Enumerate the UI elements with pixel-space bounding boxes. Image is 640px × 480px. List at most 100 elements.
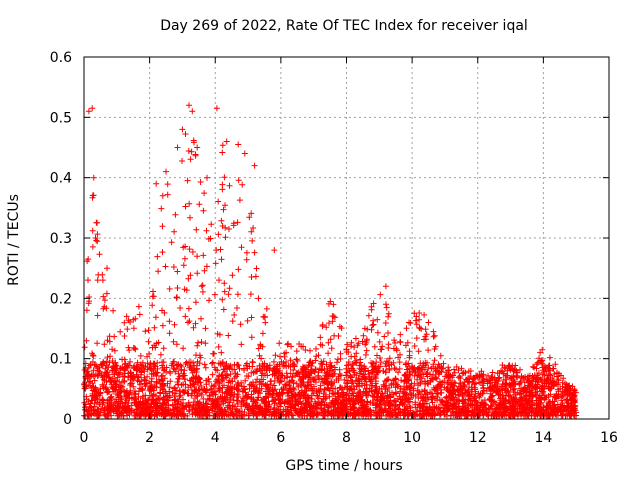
data-point (329, 397, 336, 404)
data-point (385, 345, 392, 351)
data-point (241, 397, 248, 404)
data-point (87, 382, 94, 389)
data-point (547, 367, 554, 374)
data-point (211, 382, 218, 389)
data-point (152, 403, 159, 410)
data-point (199, 288, 206, 295)
data-point (369, 392, 376, 399)
data-point (215, 231, 222, 238)
data-point (94, 312, 101, 319)
data-point (187, 156, 194, 163)
data-point (202, 325, 209, 332)
data-point (497, 395, 504, 402)
data-point (107, 353, 114, 360)
data-point (406, 371, 413, 378)
data-point (400, 408, 407, 415)
data-point (475, 412, 482, 419)
data-point (130, 325, 137, 332)
data-point (437, 352, 444, 359)
data-point (396, 365, 403, 372)
data-point (234, 291, 241, 298)
data-point (258, 367, 265, 374)
data-point (307, 410, 314, 417)
data-point (495, 402, 502, 409)
data-point (347, 374, 354, 381)
data-point (435, 390, 441, 397)
data-point (410, 368, 416, 374)
data-point (167, 370, 174, 377)
data-point (328, 363, 335, 370)
data-point (293, 348, 300, 355)
data-point (151, 362, 158, 369)
data-point (203, 227, 210, 234)
data-point (359, 366, 365, 372)
data-point (397, 331, 404, 338)
data-point (195, 386, 202, 393)
data-point (406, 354, 413, 361)
data-point (87, 373, 94, 380)
data-point (424, 410, 431, 417)
data-point (149, 302, 156, 309)
data-point (423, 389, 430, 396)
data-point (305, 362, 312, 369)
data-point (185, 408, 192, 415)
data-point (216, 277, 222, 284)
data-point (327, 298, 334, 305)
data-points (81, 102, 580, 419)
data-point (180, 345, 187, 352)
data-point (81, 367, 88, 373)
y-tick-label: 0.1 (50, 352, 72, 368)
data-point (242, 402, 249, 409)
data-point (155, 339, 162, 346)
data-point (163, 364, 170, 371)
data-point (414, 372, 421, 379)
data-point (246, 363, 253, 370)
data-point (192, 387, 199, 394)
data-point (416, 374, 423, 381)
data-point (379, 343, 386, 350)
data-point (120, 387, 127, 394)
data-point (412, 393, 419, 399)
data-point (455, 374, 462, 381)
data-point (395, 405, 401, 412)
data-point (248, 381, 255, 388)
data-point (569, 402, 576, 409)
data-point (248, 394, 255, 401)
data-point (263, 408, 270, 415)
data-point (353, 357, 360, 364)
data-point (489, 369, 496, 376)
data-point (170, 264, 177, 270)
data-point (462, 396, 469, 403)
data-point (319, 321, 326, 328)
data-point (383, 358, 390, 365)
data-point (410, 410, 416, 417)
data-point (96, 368, 103, 375)
data-point (390, 345, 397, 352)
data-point (171, 396, 178, 403)
data-point (271, 382, 278, 389)
data-point (476, 379, 483, 386)
data-point (327, 359, 334, 366)
data-point (277, 400, 283, 407)
data-point (231, 403, 238, 410)
data-point (94, 238, 101, 245)
data-point (510, 387, 517, 393)
data-point (169, 402, 176, 409)
data-point (243, 362, 249, 369)
data-point (198, 315, 204, 322)
data-point (420, 371, 427, 378)
data-point (229, 366, 236, 373)
data-point (457, 389, 464, 396)
data-point (264, 386, 271, 393)
data-point (473, 372, 479, 379)
data-point (94, 231, 101, 238)
data-point (196, 386, 203, 393)
data-point (186, 102, 192, 109)
data-point (313, 345, 319, 352)
data-point (496, 401, 503, 408)
data-point (145, 338, 152, 345)
data-point (194, 342, 201, 349)
data-point (372, 396, 378, 403)
data-point (131, 397, 138, 403)
data-point (313, 412, 320, 418)
